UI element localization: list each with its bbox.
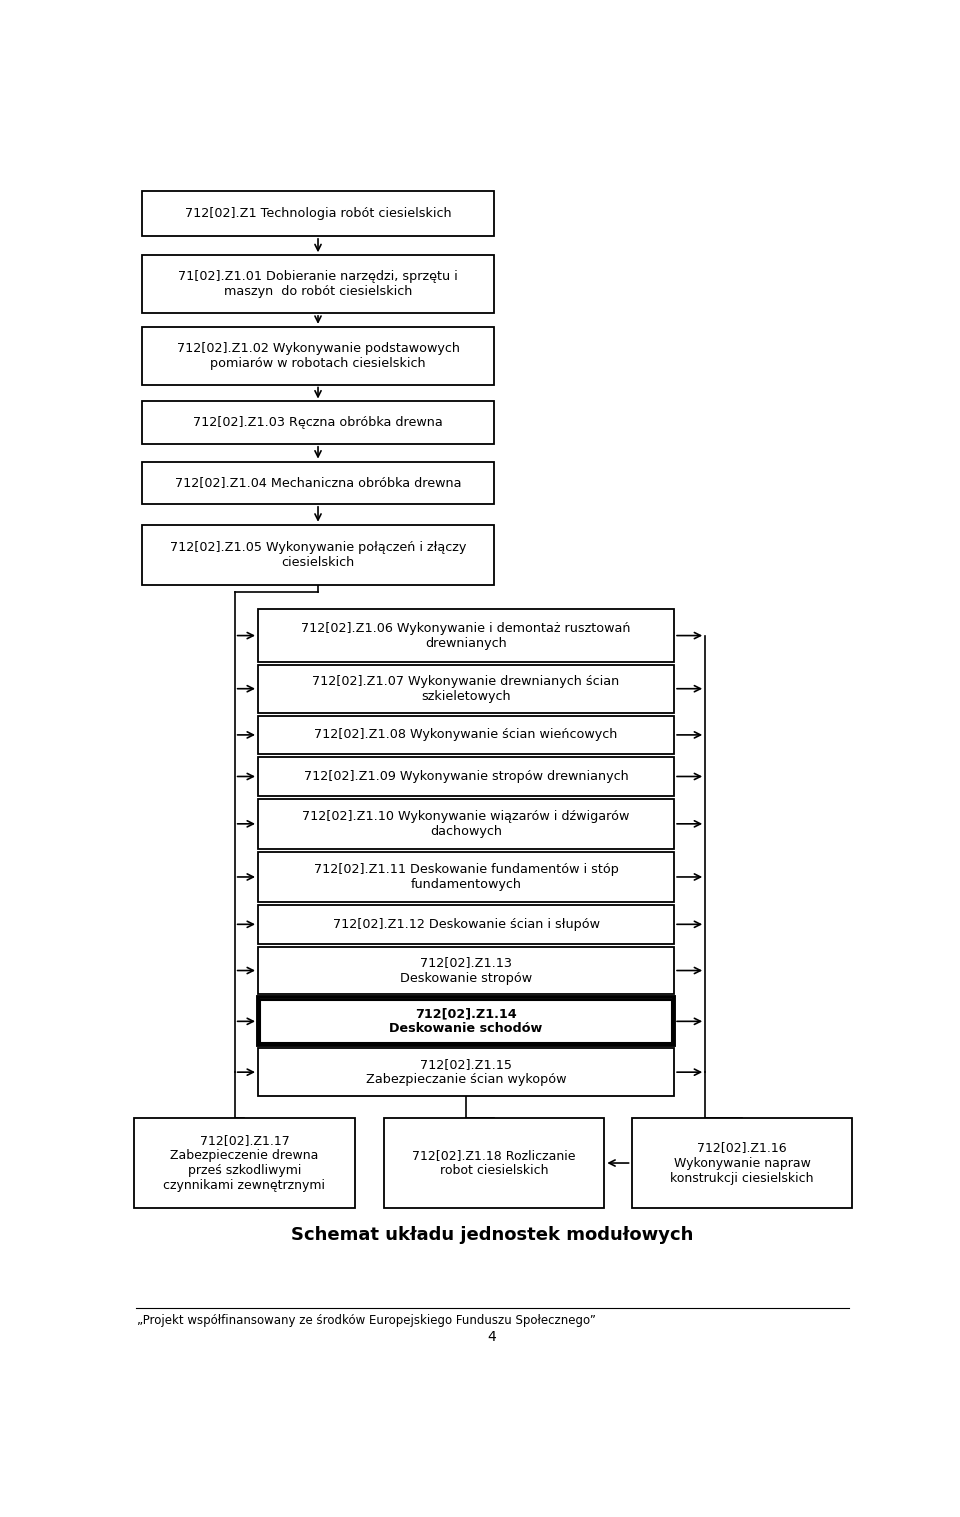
Bar	[142, 326, 494, 384]
Bar	[142, 525, 494, 584]
Text: 712[02].Z1.09 Wykonywanie stropów drewnianych: 712[02].Z1.09 Wykonywanie stropów drewni…	[303, 771, 629, 783]
Text: Schemat układu jednostek modułowych: Schemat układu jednostek modułowych	[291, 1226, 693, 1244]
Bar	[258, 1048, 674, 1095]
Text: 712[02].Z1.03 Ręczna obróbka drewna: 712[02].Z1.03 Ręczna obróbka drewna	[193, 416, 443, 429]
Text: 4: 4	[488, 1330, 496, 1344]
Text: 712[02].Z1.15
Zabezpieczanie ścian wykopów: 712[02].Z1.15 Zabezpieczanie ścian wykop…	[366, 1059, 566, 1086]
Bar	[258, 947, 674, 994]
Text: 712[02].Z1.06 Wykonywanie i demontaż rusztowań
drewnianych: 712[02].Z1.06 Wykonywanie i demontaż rus…	[301, 622, 631, 649]
Text: 712[02].Z1.17
Zabezpieczenie drewna
prześ szkodliwymi
czynnikami zewnętrznymi: 712[02].Z1.17 Zabezpieczenie drewna prze…	[163, 1135, 325, 1192]
Text: 712[02].Z1.14
Deskowanie schodów: 712[02].Z1.14 Deskowanie schodów	[390, 1007, 542, 1035]
Bar	[260, 1000, 672, 1042]
Text: 712[02].Z1.05 Wykonywanie połączeń i złączy
ciesielskich: 712[02].Z1.05 Wykonywanie połączeń i złą…	[170, 540, 467, 569]
Text: 71[02].Z1.01 Dobieranie narzędzi, sprzętu i
maszyn  do robót ciesielskich: 71[02].Z1.01 Dobieranie narzędzi, sprzęt…	[179, 270, 458, 297]
Bar	[142, 402, 494, 444]
Bar	[142, 255, 494, 313]
Bar	[258, 906, 674, 944]
Bar	[258, 610, 674, 661]
Bar	[632, 1118, 852, 1209]
Bar	[258, 853, 674, 903]
Text: 712[02].Z1.08 Wykonywanie ścian wieńcowych: 712[02].Z1.08 Wykonywanie ścian wieńcowy…	[314, 728, 617, 742]
Text: 712[02].Z1.04 Mechaniczna obróbka drewna: 712[02].Z1.04 Mechaniczna obróbka drewna	[175, 476, 461, 488]
Text: 712[02].Z1.18 Rozliczanie
robot ciesielskich: 712[02].Z1.18 Rozliczanie robot ciesiels…	[412, 1148, 576, 1177]
Text: 712[02].Z1.02 Wykonywanie podstawowych
pomiarów w robotach ciesielskich: 712[02].Z1.02 Wykonywanie podstawowych p…	[177, 341, 460, 370]
Bar	[258, 664, 674, 713]
Text: 712[02].Z1.12 Deskowanie ścian i słupów: 712[02].Z1.12 Deskowanie ścian i słupów	[332, 918, 600, 931]
Text: 712[02].Z1.11 Deskowanie fundamentów i stóp
fundamentowych: 712[02].Z1.11 Deskowanie fundamentów i s…	[314, 863, 618, 890]
Bar	[258, 998, 674, 1045]
Text: „Projekt współfinansowany ze środków Europejskiego Funduszu Społecznego”: „Projekt współfinansowany ze środków Eur…	[137, 1314, 596, 1326]
Bar	[258, 799, 674, 850]
Text: 712[02].Z1.07 Wykonywanie drewnianych ścian
szkieletowych: 712[02].Z1.07 Wykonywanie drewnianych śc…	[312, 675, 619, 702]
Text: 712[02].Z1.16
Wykonywanie napraw
konstrukcji ciesielskich: 712[02].Z1.16 Wykonywanie napraw konstru…	[670, 1141, 814, 1185]
Bar	[142, 191, 494, 237]
Bar	[142, 461, 494, 504]
Bar	[383, 1118, 605, 1209]
Text: 712[02].Z1.10 Wykonywanie wiązarów i dźwigarów
dachowych: 712[02].Z1.10 Wykonywanie wiązarów i dźw…	[302, 810, 630, 837]
Bar	[258, 757, 674, 796]
Bar	[258, 716, 674, 754]
Text: 712[02].Z1 Technologia robót ciesielskich: 712[02].Z1 Technologia robót ciesielskic…	[184, 208, 451, 220]
Bar	[134, 1118, 355, 1209]
Text: 712[02].Z1.13
Deskowanie stropów: 712[02].Z1.13 Deskowanie stropów	[400, 957, 532, 985]
